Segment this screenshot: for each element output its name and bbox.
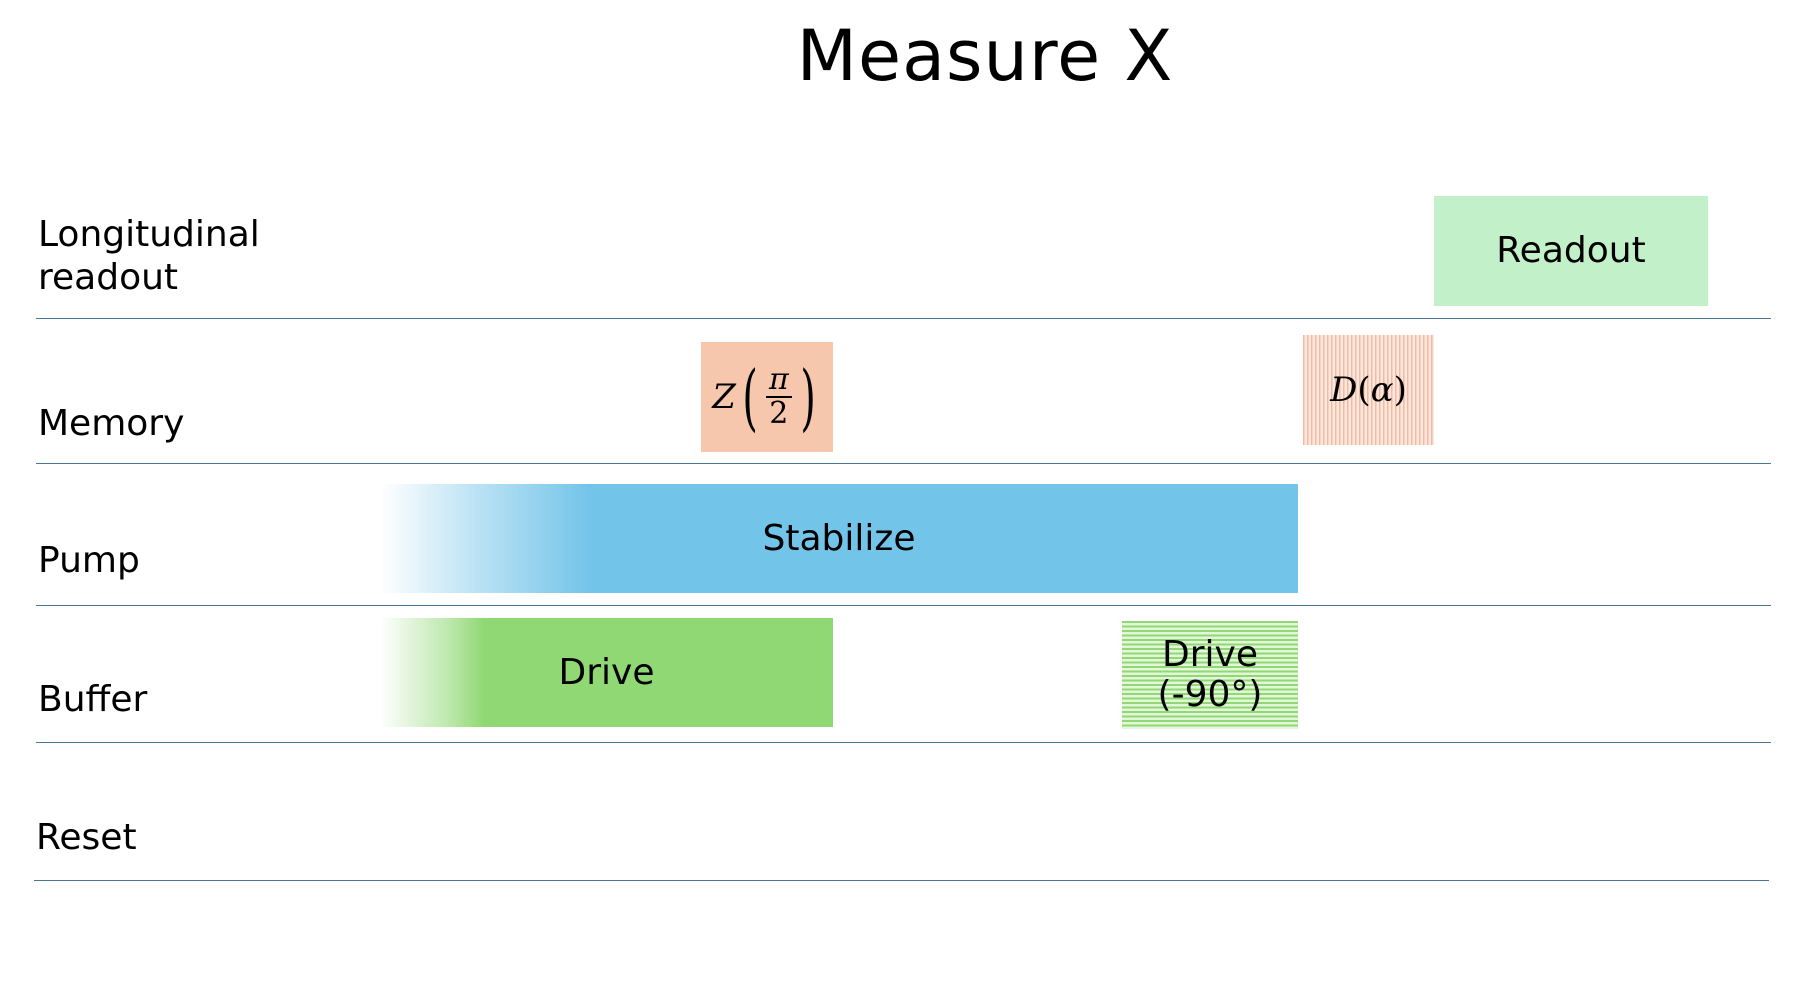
fraction: π 2 [765,364,792,431]
readout-label: Readout [1496,230,1646,271]
row-divider-buffer [36,742,1771,743]
stabilize-label: Stabilize [762,517,916,559]
fraction-numerator: π [765,364,792,398]
drive-90-label: Drive (-90°) [1157,634,1263,715]
row-divider-longitudinal-readout [36,318,1771,319]
right-paren-glyph: ) [1393,370,1407,410]
row-divider-pump [36,605,1771,606]
drive-label: Drive [558,651,655,693]
displacement-operator: D [1330,370,1358,410]
left-paren-glyph: ( [742,355,758,439]
z-gate-block: Z ( π 2 ) [701,342,833,452]
drive-block: Drive [380,618,833,727]
row-label-longitudinal-readout: Longitudinal readout [38,214,260,298]
row-label-pump: Pump [38,540,140,581]
right-paren-glyph: ) [799,355,816,439]
row-divider-memory [36,463,1771,464]
left-paren-glyph: ( [1357,370,1371,410]
displacement-argument: α [1370,370,1394,410]
fraction-denominator: 2 [769,396,789,431]
drive-90-block: Drive (-90°) [1122,621,1298,729]
row-label-reset: Reset [36,817,137,858]
diagram-title: Measure X [796,15,1174,97]
row-divider-reset [34,880,1769,881]
readout-block: Readout [1434,196,1708,306]
row-label-buffer: Buffer [38,679,148,720]
stabilize-block: Stabilize [380,484,1298,593]
displacement-block: D ( α ) [1303,335,1434,445]
z-gate-operator: Z [712,377,736,417]
z-gate-expression: Z ( π 2 ) [712,361,822,433]
row-label-memory: Memory [38,403,185,444]
displacement-expression: D ( α ) [1330,369,1407,411]
